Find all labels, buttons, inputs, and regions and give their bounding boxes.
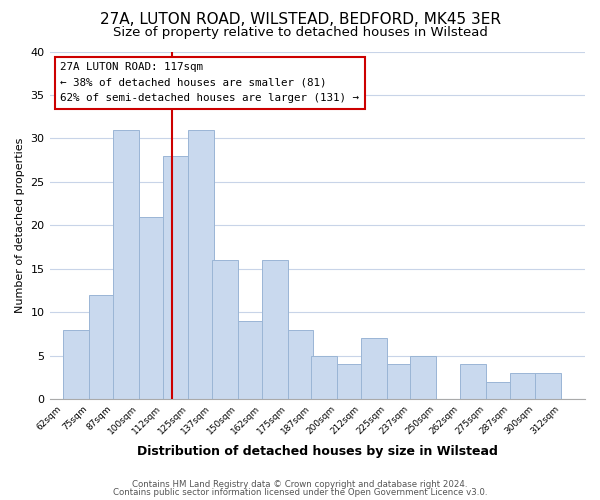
Bar [410,356,436,399]
Bar [139,216,164,399]
Bar [460,364,486,399]
X-axis label: Distribution of detached houses by size in Wilstead: Distribution of detached houses by size … [137,444,498,458]
Bar [212,260,238,399]
Bar [509,373,535,399]
Bar [361,338,386,399]
Bar [311,356,337,399]
Bar [287,330,313,399]
Bar [163,156,188,399]
Text: Contains public sector information licensed under the Open Government Licence v3: Contains public sector information licen… [113,488,487,497]
Bar [113,130,139,399]
Bar [89,295,115,399]
Bar [262,260,287,399]
Y-axis label: Number of detached properties: Number of detached properties [15,138,25,313]
Text: Size of property relative to detached houses in Wilstead: Size of property relative to detached ho… [113,26,487,39]
Bar [64,330,89,399]
Text: 27A LUTON ROAD: 117sqm
← 38% of detached houses are smaller (81)
62% of semi-det: 27A LUTON ROAD: 117sqm ← 38% of detached… [60,62,359,103]
Text: Contains HM Land Registry data © Crown copyright and database right 2024.: Contains HM Land Registry data © Crown c… [132,480,468,489]
Bar [386,364,412,399]
Text: 27A, LUTON ROAD, WILSTEAD, BEDFORD, MK45 3ER: 27A, LUTON ROAD, WILSTEAD, BEDFORD, MK45… [100,12,500,28]
Bar [535,373,561,399]
Bar [337,364,363,399]
Bar [188,130,214,399]
Bar [486,382,512,399]
Bar [238,321,264,399]
